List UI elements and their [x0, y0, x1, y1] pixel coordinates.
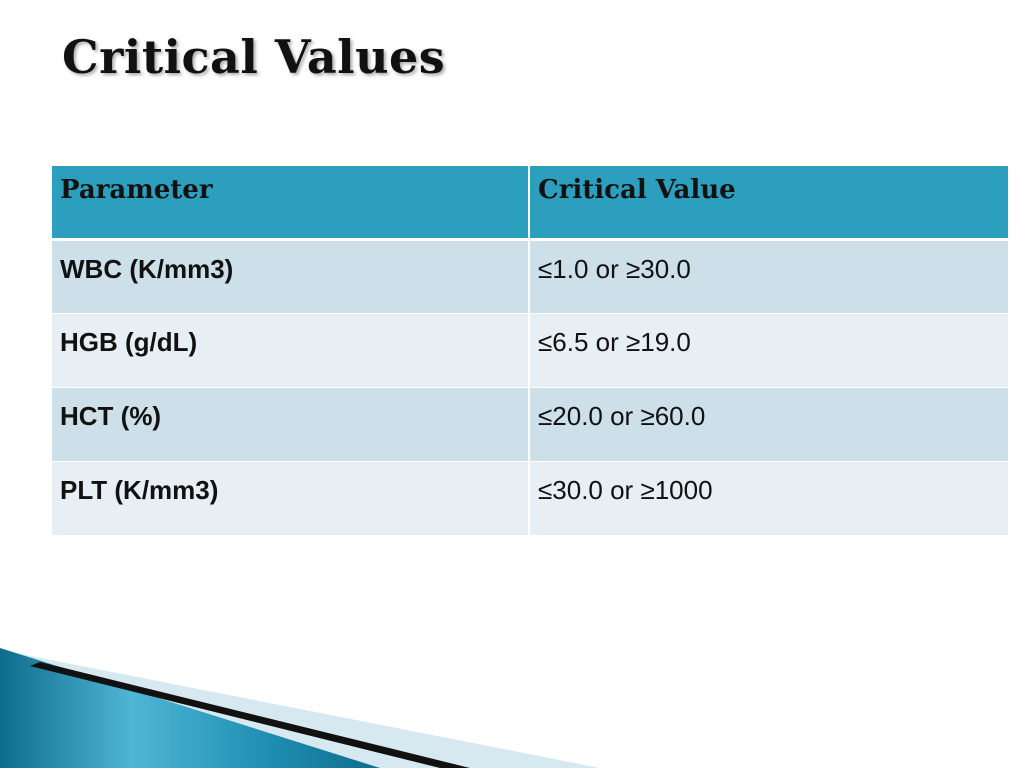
parameter-cell: HGB (g/dL) — [52, 313, 530, 388]
table-row: WBC (K/mm3) ≤1.0 or ≥30.0 — [52, 239, 1008, 314]
critical-values-table: Parameter Critical Value WBC (K/mm3) ≤1.… — [52, 166, 1008, 536]
parameter-cell: PLT (K/mm3) — [52, 461, 530, 536]
decorative-wave-graphic — [0, 648, 600, 768]
table-row: HCT (%) ≤20.0 or ≥60.0 — [52, 387, 1008, 462]
table-row: PLT (K/mm3) ≤30.0 or ≥1000 — [52, 461, 1008, 536]
parameter-cell: WBC (K/mm3) — [52, 239, 530, 314]
table-row: HGB (g/dL) ≤6.5 or ≥19.0 — [52, 313, 1008, 388]
critical-value-cell: ≤6.5 or ≥19.0 — [529, 313, 1008, 388]
decor-dark-stripe — [30, 662, 470, 768]
table-header-row: Parameter Critical Value — [52, 166, 1008, 241]
critical-value-cell: ≤1.0 or ≥30.0 — [529, 239, 1008, 314]
decor-blue-band — [0, 648, 380, 768]
column-header-parameter: Parameter — [52, 166, 530, 241]
critical-value-cell: ≤30.0 or ≥1000 — [529, 461, 1008, 536]
parameter-cell: HCT (%) — [52, 387, 530, 462]
slide-title: Critical Values — [62, 30, 446, 84]
critical-value-cell: ≤20.0 or ≥60.0 — [529, 387, 1008, 462]
column-header-critical-value: Critical Value — [529, 166, 1008, 241]
